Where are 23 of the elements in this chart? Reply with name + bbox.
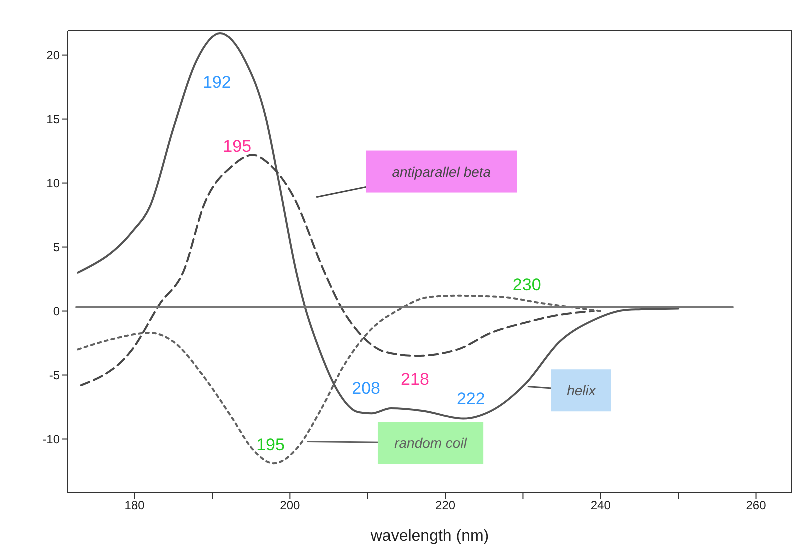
x-axis-title: wavelength (nm) bbox=[370, 528, 490, 545]
x-tick-label: 220 bbox=[436, 498, 456, 513]
y-tick-label: 10 bbox=[46, 176, 60, 191]
annotation: 208 bbox=[352, 379, 380, 398]
annotation: 195 bbox=[223, 137, 252, 156]
text: helix bbox=[567, 382, 597, 399]
x-tick-label: 200 bbox=[280, 498, 301, 513]
y-tick-label: 5 bbox=[53, 240, 60, 255]
y-tick-label: -10 bbox=[42, 432, 60, 447]
x-tick-label: 240 bbox=[590, 498, 612, 513]
text: antiparallel beta bbox=[392, 164, 492, 180]
y-tick-label: -5 bbox=[49, 368, 60, 383]
y-tick-label: 15 bbox=[46, 112, 60, 127]
x-tick-label: 180 bbox=[124, 498, 146, 513]
annotation: 218 bbox=[401, 370, 430, 390]
y-tick-label: 0 bbox=[53, 304, 60, 319]
text: random coil bbox=[394, 435, 468, 452]
annotation: 230 bbox=[512, 275, 542, 294]
annotation: 192 bbox=[202, 73, 232, 92]
x-tick-label: 260 bbox=[746, 498, 767, 513]
annotation: 195 bbox=[256, 435, 285, 454]
annotation: 222 bbox=[456, 389, 486, 408]
y-tick-label: 20 bbox=[46, 48, 60, 63]
